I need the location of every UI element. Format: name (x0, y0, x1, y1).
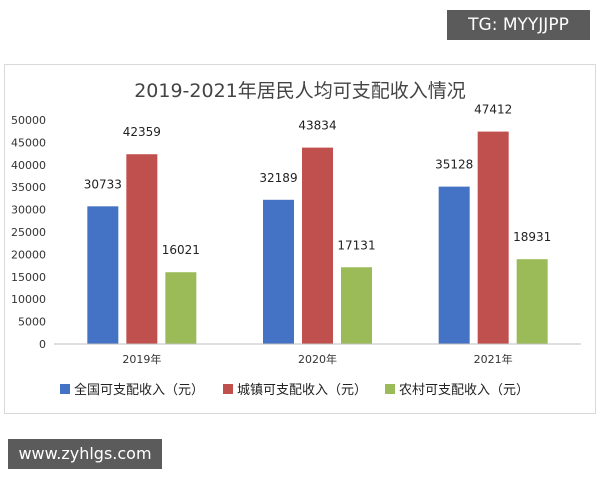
bar (341, 267, 372, 344)
bar (126, 154, 158, 344)
data-label: 47412 (474, 103, 512, 117)
x-tick-label: 2021年 (474, 352, 513, 366)
y-tick-label: 50000 (11, 114, 46, 127)
watermark-bottom: www.zyhlgs.com (8, 439, 162, 469)
data-label: 35128 (435, 158, 473, 172)
data-label: 42359 (123, 125, 161, 139)
x-axis: 2019年 2020年 2021年 (54, 343, 581, 366)
bar (263, 199, 294, 344)
legend-swatch (223, 384, 233, 394)
y-tick-label: 40000 (11, 159, 46, 172)
y-tick-label: 35000 (11, 181, 46, 194)
legend-label: 城镇可支配收入（元） (237, 383, 367, 398)
y-tick-label: 0 (39, 338, 46, 351)
legend-label: 全国可支配收入（元） (74, 382, 204, 398)
legend: 全国可支配收入（元） 城镇可支配收入（元） 农村可支配收入（元） (60, 382, 529, 398)
chart-title: 2019-2021年居民人均可支配收入情况 (134, 80, 466, 102)
y-tick-label: 45000 (11, 136, 46, 149)
y-tick-label: 15000 (11, 271, 46, 284)
y-tick-label: 25000 (11, 226, 46, 239)
bar (438, 186, 470, 344)
x-tick-label: 2020年 (298, 352, 337, 366)
data-label: 30733 (84, 177, 122, 191)
data-label: 43834 (298, 119, 336, 133)
y-tick-label: 5000 (18, 316, 46, 329)
bar (165, 272, 197, 344)
watermark-top: TG: MYYJJPP (447, 10, 590, 40)
legend-swatch (385, 384, 395, 394)
x-tick-label: 2019年 (122, 352, 161, 366)
bar (477, 131, 509, 344)
data-label: 16021 (162, 243, 200, 257)
bar (302, 147, 333, 344)
legend-label: 农村可支配收入（元） (399, 383, 529, 398)
data-label: 17131 (337, 238, 375, 252)
bar (516, 259, 548, 344)
bar (87, 206, 119, 344)
legend-swatch (60, 384, 70, 394)
y-tick-label: 10000 (11, 293, 46, 306)
y-tick-label: 20000 (11, 248, 46, 261)
data-label: 18931 (513, 230, 551, 244)
y-tick-label: 30000 (11, 204, 46, 217)
y-axis: 0 5000 10000 15000 20000 25000 30000 35000 40000… (11, 114, 46, 351)
bars: 30733 42359 16021 32189 43834 17131 35128 47412… (84, 103, 551, 344)
data-label: 32189 (259, 171, 297, 185)
